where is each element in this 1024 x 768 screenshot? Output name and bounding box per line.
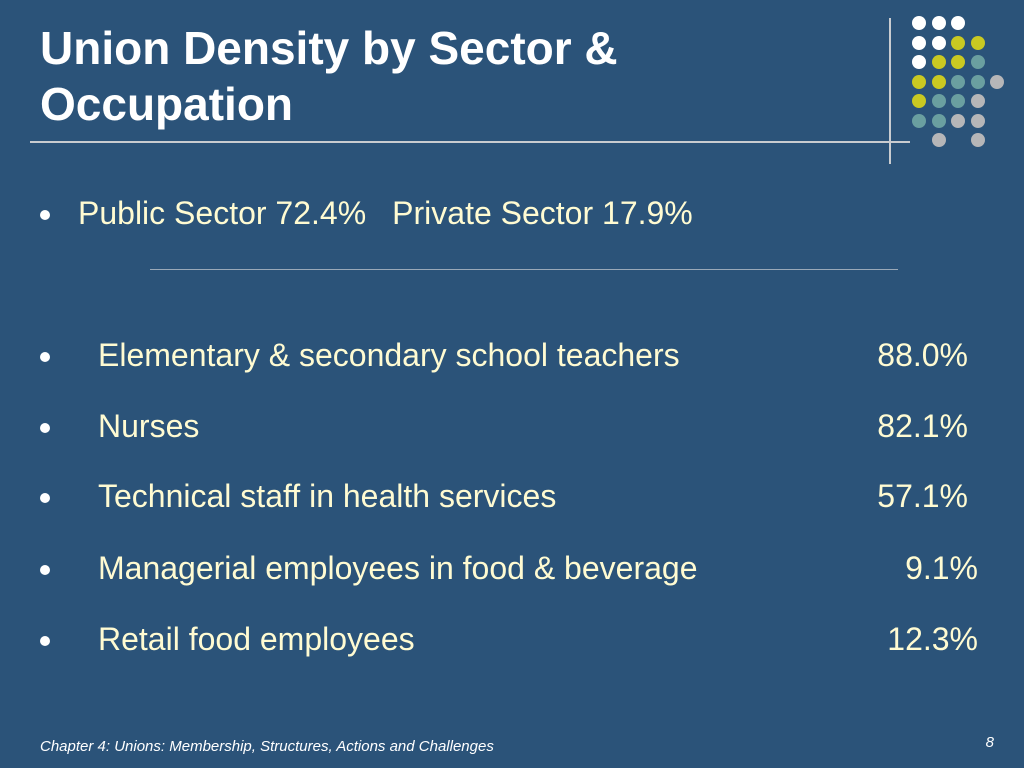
bullet-dot [40,352,50,362]
decorative-dot [970,94,985,108]
bullet-dot [40,423,50,433]
occupation-value: 88.0% [877,337,968,373]
sector-bullet [40,210,50,220]
occupation-label: Nurses [98,408,200,444]
decorative-dot [931,74,946,89]
decorative-dot [912,113,926,128]
page-number: 8 [985,734,994,751]
corner-divider [889,18,891,164]
occupation-label: Elementary & secondary school teachers [98,337,680,373]
slide-title: Union Density by Sector & Occupation [40,20,618,132]
sector-line: Public Sector 72.4% Private Sector 17.9% [78,195,693,232]
title-line-2: Occupation [40,78,294,130]
decorative-dot [970,55,985,69]
decorative-dot [912,55,926,69]
decorative-dot [951,94,965,108]
footer-text: Chapter 4: Unions: Membership, Structure… [40,738,494,755]
occupation-value: 12.3% [887,621,978,657]
decorative-dot [912,74,926,89]
decorative-dot [970,74,985,89]
decorative-dot [931,35,946,50]
occupation-label: Managerial employees in food & beverage [98,550,698,586]
decorative-dot [931,55,946,69]
decorative-dot [970,35,985,50]
occupation-value: 9.1% [905,550,978,586]
title-line-1: Union Density by Sector & [40,22,618,74]
public-sector-text: Public Sector 72.4% [78,195,367,231]
private-sector-text: Private Sector 17.9% [392,195,693,231]
bullet-dot [40,493,50,503]
title-divider [30,141,910,143]
decorative-dot [912,94,926,108]
decorative-dot [931,94,946,108]
occupation-value: 82.1% [877,408,968,444]
decorative-dot [970,133,985,147]
decorative-dot [951,74,965,89]
bullet-dot [40,565,50,575]
decorative-dot [931,133,946,147]
section-divider [150,269,898,270]
decorative-dot [951,55,965,69]
occupation-label: Technical staff in health services [98,478,557,514]
decorative-dot [990,74,1004,89]
decorative-dot [931,16,946,30]
decorative-dot [912,16,926,30]
bullet-dot [40,636,50,646]
decorative-dot [951,16,965,30]
decorative-dot [951,113,965,128]
decorative-dot [951,35,965,50]
decorative-dot [970,113,985,128]
decorative-dot [931,113,946,128]
occupation-value: 57.1% [877,478,968,514]
decorative-dot [912,35,926,50]
occupation-label: Retail food employees [98,621,415,657]
